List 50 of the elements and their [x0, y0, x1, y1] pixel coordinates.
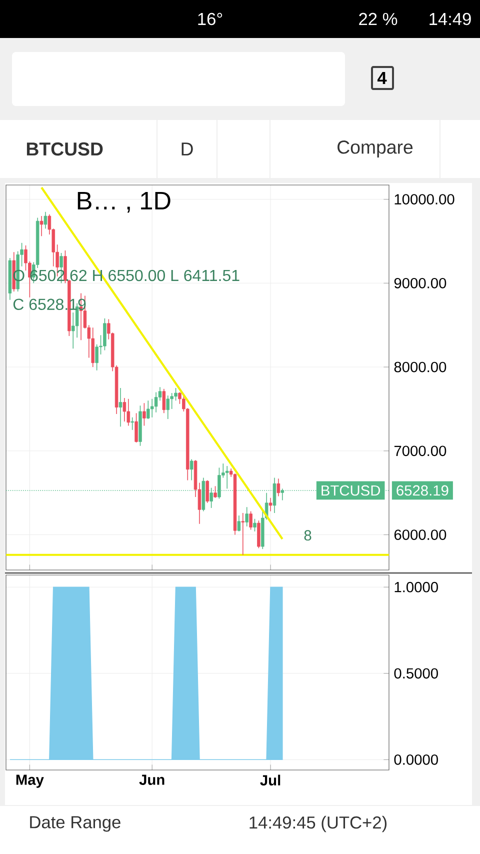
ref-line-label: BTCUSD [322, 485, 380, 496]
text: Date Range [30, 816, 120, 832]
candlestick [122, 398, 126, 422]
chart-title: B… , 1D [78, 192, 170, 213]
x-tick-label: Jun [139, 774, 164, 785]
candlestick [276, 478, 280, 497]
candlestick [44, 211, 48, 230]
annotation: 8 [304, 530, 312, 541]
candlestick [249, 510, 252, 530]
candlestick [253, 518, 256, 532]
text: 6528.19 [396, 485, 448, 496]
candlestick [95, 344, 98, 371]
y-tick-label: 7000.00 [394, 446, 446, 456]
candlestick [245, 506, 248, 527]
candlestick [40, 216, 44, 237]
y-tick-label: 10000.00 [394, 194, 454, 204]
candlestick [130, 416, 134, 430]
text: BTCUSD [26, 142, 103, 156]
candlestick [103, 318, 106, 351]
candlestick [134, 412, 138, 443]
text: 14:49 [430, 12, 471, 26]
candlestick [257, 520, 260, 549]
candlestick [190, 458, 194, 481]
y-tick-label: 0.5000 [394, 668, 438, 679]
text: 16° [198, 12, 222, 26]
text: 4 [377, 72, 387, 84]
candlestick [206, 480, 209, 504]
text: 22 % [359, 12, 398, 26]
candlestick [268, 497, 272, 512]
candlestick [214, 486, 217, 498]
candlestick [146, 400, 150, 420]
candlestick [142, 402, 146, 426]
candlestick [162, 388, 166, 414]
candlestick [225, 466, 229, 490]
y-tick-label: 0.0000 [394, 754, 438, 765]
candlestick [241, 512, 245, 556]
text: Compare [338, 140, 413, 158]
x-tick-label: Jul [260, 774, 280, 786]
candlestick [237, 515, 241, 532]
y-tick-label: 6000.00 [394, 530, 446, 540]
candlestick [166, 395, 170, 420]
x-tick-label: May [16, 774, 44, 788]
candlestick [126, 398, 130, 426]
candlestick [118, 388, 122, 427]
y-tick-label: 8000.00 [394, 362, 446, 372]
y-tick-label: 9000.00 [394, 278, 446, 288]
y-tick-label: 1.0000 [394, 582, 438, 592]
text: 14:49:45 (UTC+2) [250, 816, 387, 832]
candlestick [174, 388, 178, 401]
text: D [182, 142, 193, 156]
